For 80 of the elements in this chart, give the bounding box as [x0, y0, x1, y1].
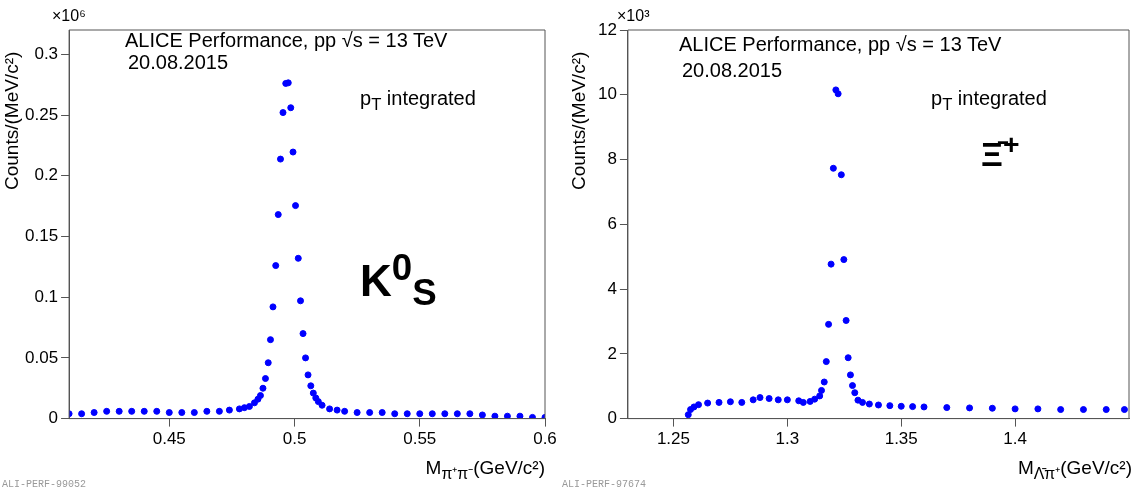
y-tick-label: 8 [607, 149, 617, 169]
point [1102, 406, 1110, 414]
point [822, 358, 830, 366]
point [909, 403, 917, 411]
x-tick-label: 1.4 [1003, 429, 1027, 449]
y-tick-label: 0.15 [24, 226, 59, 246]
point [695, 401, 703, 409]
point [886, 402, 894, 410]
y-tick-label: 0.3 [34, 43, 59, 63]
x-tick-label: 0.45 [152, 429, 186, 449]
annotation: 20.08.2015 [682, 59, 783, 81]
point [783, 396, 791, 404]
y-axis-title: Counts/(MeV/c²) [1, 51, 22, 190]
annotation: 20.08.2015 [128, 51, 229, 73]
point [840, 256, 848, 264]
point [846, 371, 854, 379]
x-tick-label: 1.35 [884, 429, 918, 449]
point [825, 320, 833, 328]
text: ALI-PERF-99052 [2, 479, 87, 490]
point [827, 260, 835, 268]
point [874, 401, 882, 409]
y-tick-label: 0.05 [24, 347, 59, 367]
point [844, 354, 852, 362]
point [1034, 405, 1042, 413]
annotation: p$_{T}$ integrated [931, 87, 1047, 114]
x-axis-title: M$_{Λ̄π⁺}$(GeV/c²) [1017, 457, 1132, 482]
point [811, 395, 819, 403]
point [859, 398, 867, 406]
y-tick-label: 6 [607, 213, 617, 233]
x-tick-label: 1.25 [656, 429, 691, 449]
y-tick-label: 4 [607, 278, 617, 298]
point [749, 396, 757, 404]
point [834, 90, 842, 98]
point [704, 399, 712, 407]
point [848, 382, 856, 390]
point [820, 378, 828, 386]
y-tick-label: 0.25 [24, 104, 59, 124]
y-tick-label: 2 [607, 343, 617, 363]
annotation: ALICE Performance, pp √s = 13 TeV [679, 33, 1002, 55]
point [715, 398, 723, 406]
point [818, 386, 826, 394]
x-tick-label: 0.6 [533, 429, 557, 449]
x-tick-label: 0.55 [403, 429, 437, 449]
x-tick-label: 0.5 [282, 429, 307, 449]
point [943, 404, 951, 412]
y-tick-label: 12 [597, 19, 617, 39]
point [966, 404, 974, 412]
point [988, 404, 996, 412]
y-tick-label: 0.2 [34, 165, 59, 185]
point [842, 316, 850, 324]
point [829, 164, 837, 172]
annotation: p$_{T}$ integrated [360, 87, 476, 114]
point [684, 411, 692, 419]
point [1057, 406, 1065, 414]
x-tick-label: 1.3 [775, 429, 800, 449]
point [851, 389, 859, 397]
y-tick-label: 10 [597, 84, 617, 104]
text: ×10⁶ [52, 7, 86, 24]
point [799, 398, 807, 406]
y-tick-label: 0 [48, 408, 59, 428]
text: ×10³ [617, 7, 650, 24]
point [738, 398, 746, 406]
point [774, 396, 782, 404]
point [1120, 406, 1128, 414]
point [816, 392, 824, 400]
point [897, 402, 905, 410]
y-tick-label: 0 [607, 408, 617, 428]
point [865, 400, 873, 408]
y-tick-label: 0.1 [34, 286, 59, 306]
point [837, 171, 845, 179]
point [1011, 405, 1019, 413]
point [765, 395, 773, 403]
annotation: ALICE Performance, pp √s = 13 TeV [125, 29, 448, 51]
x-axis-title: M$_{π⁺π⁻}$(GeV/c²) [425, 457, 545, 482]
point [1079, 406, 1087, 414]
y-axis-title: Counts/(MeV/c²) [568, 51, 589, 190]
point [756, 394, 764, 402]
text: ALI-PERF-97674 [562, 479, 647, 490]
point [920, 403, 928, 411]
point [726, 398, 734, 406]
